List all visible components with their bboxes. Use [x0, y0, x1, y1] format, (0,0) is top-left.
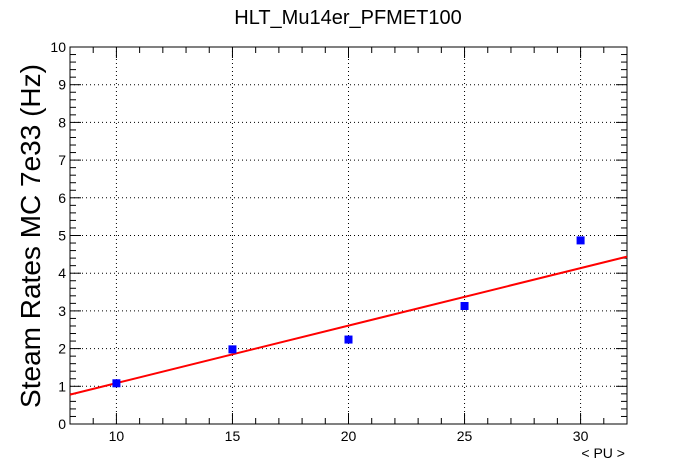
chart-title: HLT_Mu14er_PFMET100 [234, 7, 462, 29]
y-tick-label: 6 [58, 190, 66, 206]
x-tick-label: 25 [457, 428, 473, 444]
x-tick-label: 30 [573, 428, 589, 444]
data-point [344, 335, 353, 344]
y-tick-label: 5 [58, 228, 66, 244]
tick-marks [69, 46, 628, 425]
data-point [460, 301, 469, 310]
y-tick-label: 3 [58, 303, 66, 319]
y-tick-label: 7 [58, 152, 66, 168]
fit-line [69, 255, 628, 396]
y-tick-label: 4 [58, 265, 66, 281]
y-tick-label: 9 [58, 77, 66, 93]
y-tick-label: 10 [50, 39, 66, 55]
data-point [576, 236, 585, 245]
x-tick-label: 10 [109, 428, 125, 444]
data-point [112, 379, 121, 388]
x-tick-label: 20 [341, 428, 357, 444]
fit-line-group [69, 255, 628, 396]
grid-lines [70, 47, 627, 424]
data-points [112, 236, 585, 388]
y-axis-label: Steam Rates MC 7e33 (Hz) [15, 64, 46, 408]
data-point [228, 345, 237, 354]
x-tick-label: 15 [225, 428, 241, 444]
y-tick-labels: 0 1 2 3 4 5 6 7 8 9 10 [50, 39, 66, 432]
y-tick-label: 8 [58, 114, 66, 130]
y-tick-label: 1 [58, 378, 66, 394]
x-axis-label: < PU > [581, 445, 625, 461]
x-tick-labels: 10 15 20 25 30 [109, 428, 589, 444]
y-tick-label: 0 [58, 416, 66, 432]
y-tick-label: 2 [58, 341, 66, 357]
